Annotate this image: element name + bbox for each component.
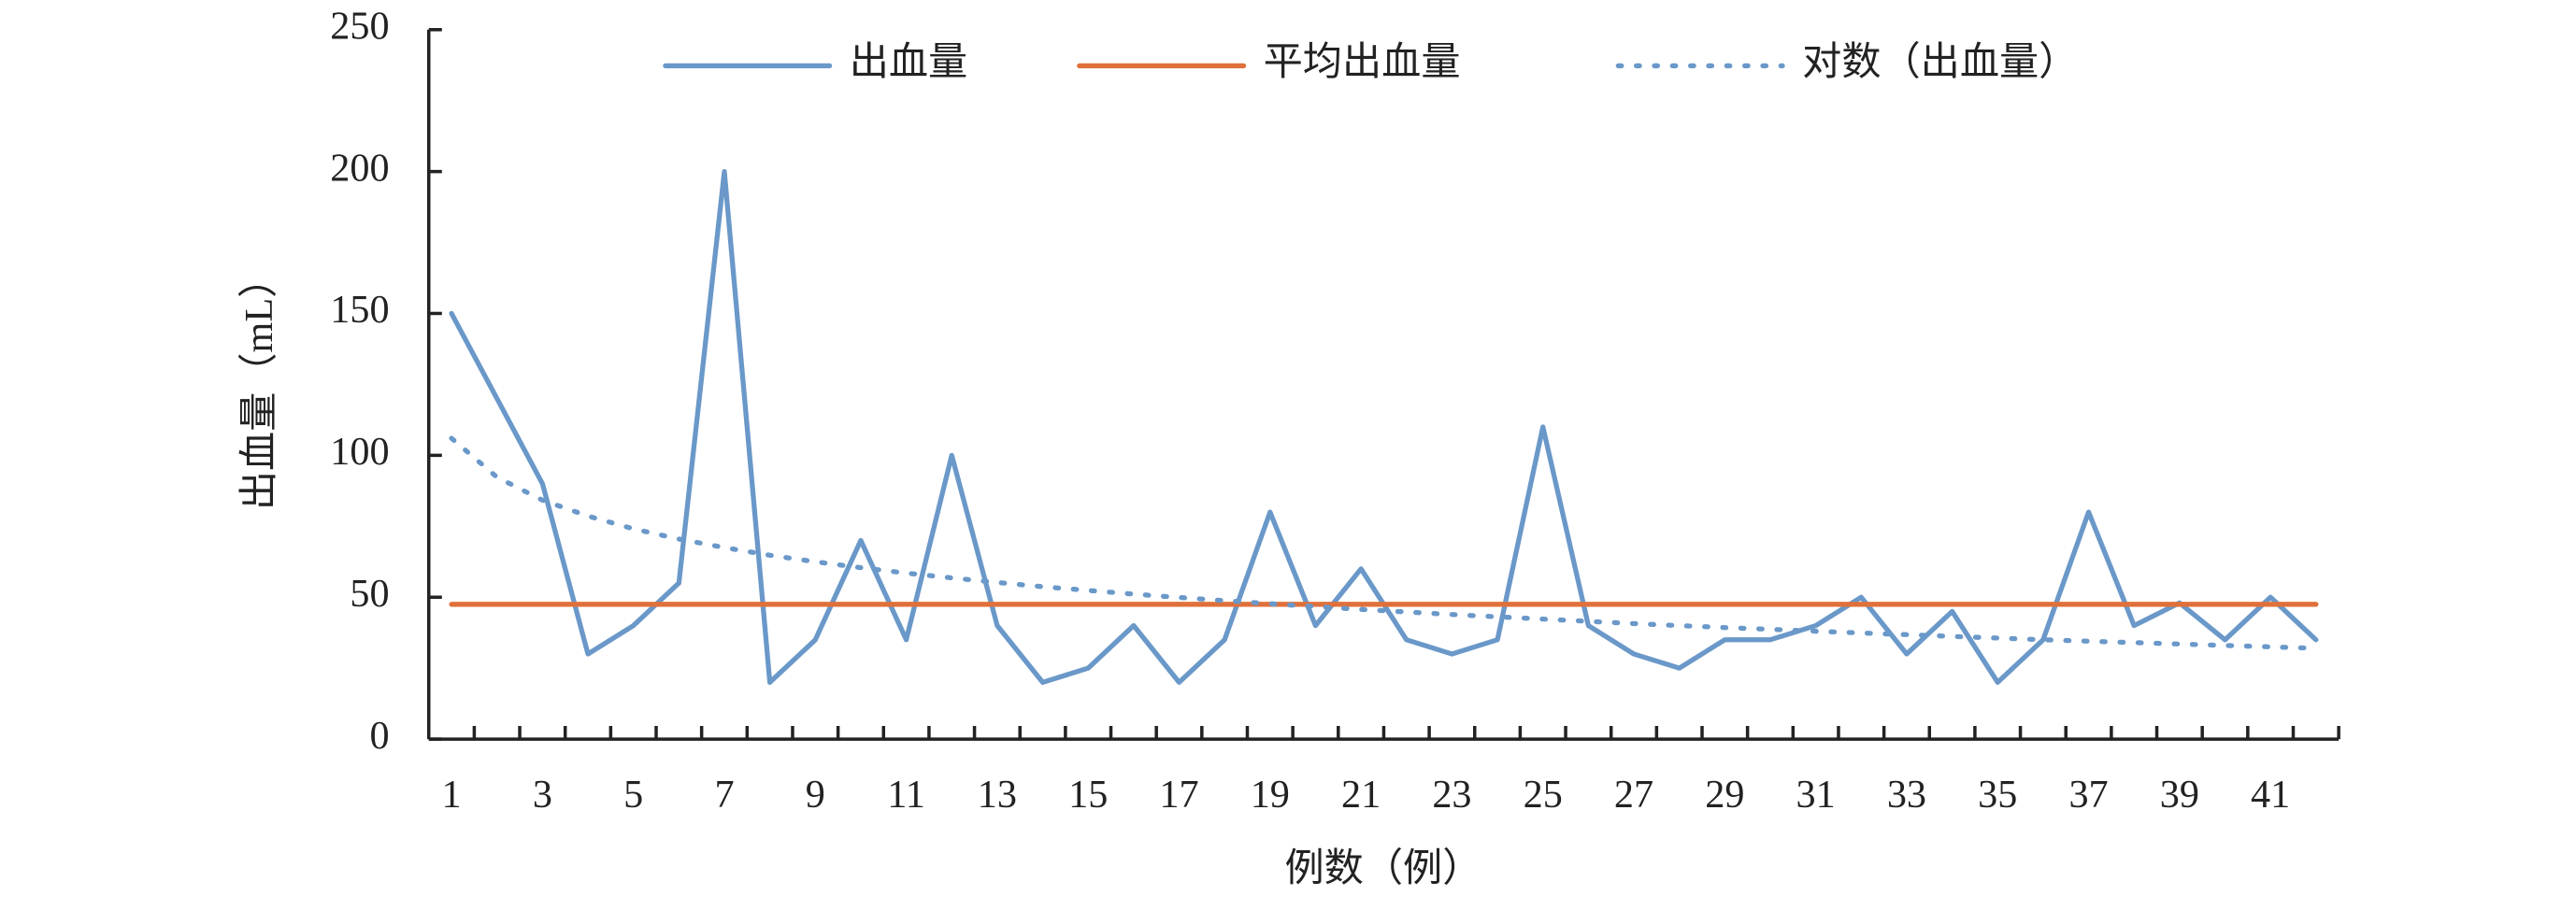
x-tick-label: 21	[1341, 773, 1381, 817]
y-tick-label: 200	[330, 146, 389, 190]
x-tick-label: 3	[533, 773, 552, 817]
series-line	[449, 435, 2319, 651]
legend-label: 出血量	[850, 40, 968, 84]
y-tick-label: 250	[330, 4, 389, 48]
y-tick-label: 150	[330, 288, 389, 332]
x-tick-label: 5	[623, 773, 643, 817]
x-tick-label: 39	[2160, 773, 2199, 817]
x-tick-label: 7	[714, 773, 734, 817]
x-tick-label: 11	[887, 773, 925, 817]
x-tick-label: 17	[1159, 773, 1198, 817]
legend-label: 对数（出血量）	[1802, 40, 2078, 84]
x-tick-label: 37	[2068, 773, 2108, 817]
x-axis-label: 例数（例）	[1285, 846, 1482, 890]
legend-label: 平均出血量	[1264, 40, 1461, 84]
y-tick-label: 0	[369, 714, 389, 758]
x-tick-label: 25	[1524, 773, 1563, 817]
x-tick-label: 33	[1887, 773, 1926, 817]
x-tick-label: 27	[1614, 773, 1653, 817]
y-tick-label: 100	[330, 430, 389, 474]
x-tick-label: 13	[978, 773, 1017, 817]
x-tick-label: 9	[806, 773, 825, 817]
x-tick-label: 41	[2251, 773, 2290, 817]
x-tick-label: 31	[1796, 773, 1836, 817]
x-tick-label: 15	[1068, 773, 1108, 817]
x-tick-label: 23	[1432, 773, 1471, 817]
x-tick-label: 35	[1978, 773, 2017, 817]
x-tick-label: 1	[442, 773, 462, 817]
y-axis-label: 出血量（mL）	[237, 259, 281, 510]
y-tick-label: 50	[350, 572, 389, 616]
x-tick-label: 29	[1705, 773, 1744, 817]
x-tick-label: 19	[1251, 773, 1290, 817]
